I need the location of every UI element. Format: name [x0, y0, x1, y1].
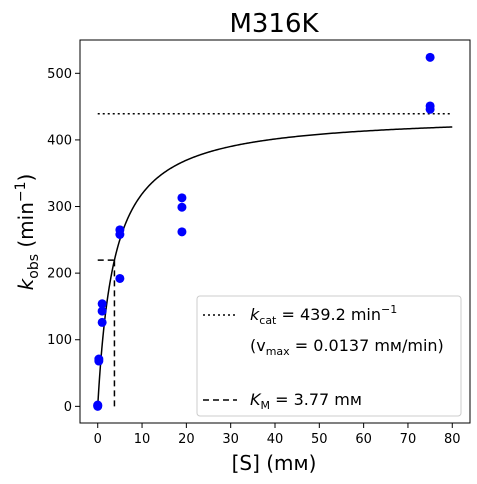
y-tick-label: 400	[47, 133, 72, 148]
legend-kcat-sup: −1	[381, 303, 397, 316]
legend-vmax-value: = 0.0137 mм/min)	[290, 336, 444, 355]
y-axis-label-unit: (min	[14, 202, 38, 254]
legend-vmax: (vmax = 0.0137 mм/min)	[250, 336, 444, 358]
data-point	[93, 400, 103, 410]
legend-km-value: = 3.77 mм	[270, 390, 362, 409]
data-point	[177, 202, 187, 212]
legend-kcat-k: k	[250, 305, 260, 324]
y-tick-label: 200	[47, 267, 72, 282]
legend-vmax-sub: max	[266, 345, 290, 358]
y-tick-label: 100	[47, 333, 72, 348]
data-point	[425, 101, 435, 111]
y-tick-label: 500	[47, 67, 72, 82]
y-axis-label: kobs (min−1)	[13, 174, 42, 291]
data-points	[93, 52, 435, 411]
legend-km-sub: M	[261, 399, 271, 412]
y-tick-label: 0	[64, 400, 72, 415]
x-tick-label: 10	[134, 432, 151, 447]
legend-kcat-sub: cat	[259, 314, 277, 327]
x-axis-label: [S] (mм)	[232, 451, 317, 475]
michaelis-menten-fit-curve	[96, 126, 453, 407]
data-point	[94, 354, 104, 364]
y-axis-ticks: 0 100 200 300 400 500	[47, 67, 80, 415]
data-point	[177, 193, 187, 203]
x-tick-label: 60	[355, 432, 372, 447]
y-axis-label-sub: obs	[26, 254, 42, 279]
data-point	[97, 306, 107, 316]
data-point	[177, 227, 187, 237]
legend-kcat-value: = 439.2 min	[276, 305, 381, 324]
legend-km-k: K	[250, 390, 262, 409]
y-axis-label-close: )	[14, 174, 38, 182]
km-dashed-line	[97, 259, 116, 407]
legend-vmax-v: (v	[250, 336, 266, 355]
y-axis-label-k: k	[14, 277, 38, 290]
x-tick-label: 0	[94, 432, 102, 447]
legend-km: KM = 3.77 mм	[250, 390, 362, 412]
legend-kcat: kcat = 439.2 min−1	[250, 303, 397, 327]
x-tick-label: 70	[400, 432, 417, 447]
data-point	[115, 225, 125, 235]
x-tick-label: 40	[267, 432, 284, 447]
x-tick-label: 80	[444, 432, 461, 447]
data-point	[97, 317, 107, 327]
data-point	[115, 273, 125, 283]
x-axis-ticks: 0 10 20 30 40 50 60 70 80	[94, 423, 461, 447]
y-tick-label: 300	[47, 200, 72, 215]
x-tick-label: 30	[222, 432, 239, 447]
x-tick-label: 20	[178, 432, 195, 447]
y-axis-label-sup: −1	[13, 181, 29, 202]
legend: kcat = 439.2 min−1 (vmax = 0.0137 mм/min…	[196, 295, 462, 417]
chart-title: M316K	[229, 9, 319, 39]
data-point	[97, 299, 107, 309]
data-point	[425, 52, 435, 62]
x-tick-label: 50	[311, 432, 328, 447]
legend-box	[196, 295, 462, 417]
x-axis-label-text: [S] (mм)	[232, 451, 317, 475]
